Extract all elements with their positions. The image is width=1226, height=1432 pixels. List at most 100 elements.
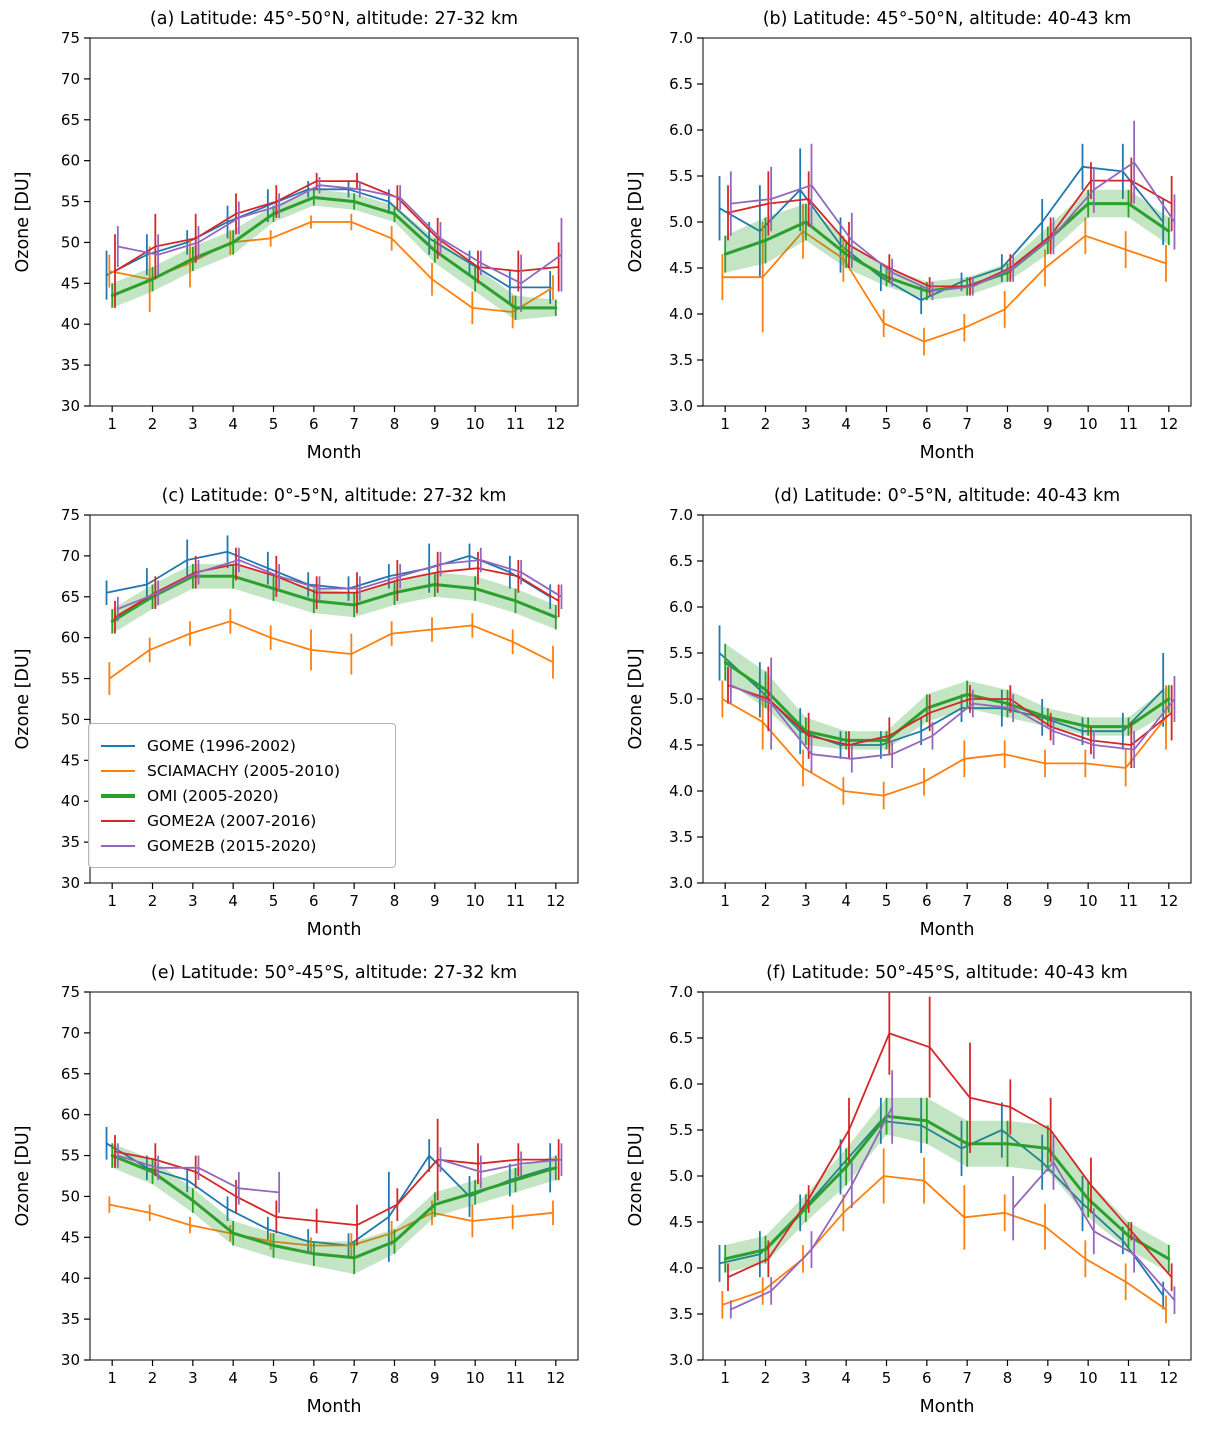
panel-title: (b) Latitude: 45°-50°N, altitude: 40-43 …: [763, 9, 1132, 29]
x-tick-label: 10: [1079, 415, 1098, 433]
series-line-omi: [723, 1114, 1171, 1261]
series-line-gome: [105, 188, 552, 289]
y-tick-label: 4.0: [669, 782, 693, 800]
series-line-sciamachy: [108, 221, 554, 313]
y-tick-label: 55: [61, 670, 80, 688]
x-tick-label: 10: [1079, 892, 1098, 910]
series-line-gome2b: [1012, 1161, 1176, 1302]
x-tick-label: 9: [430, 1369, 440, 1387]
panel-title: (f) Latitude: 50°-45°S, altitude: 40-43 …: [766, 963, 1128, 983]
x-tick-label: 6: [309, 892, 319, 910]
x-tick-label: 8: [390, 1369, 400, 1387]
y-tick-label: 4.5: [669, 259, 693, 277]
y-axis-label: Ozone [DU]: [13, 1125, 33, 1226]
y-axis-label: Ozone [DU]: [626, 171, 646, 272]
x-axis-label: Month: [307, 443, 362, 463]
x-tick-label: 7: [349, 415, 359, 433]
panel-d: 3.0 3.5 4.0 4.5 5.0 5.5 6.0 6.5 7.0 1 2 3 4 5 6 7 8 9 10 11…: [613, 477, 1226, 954]
y-tick-label: 5.5: [669, 1121, 693, 1139]
x-tick-label: 2: [761, 415, 771, 433]
y-tick-label: 35: [61, 833, 80, 851]
x-tick-label: 6: [922, 415, 932, 433]
x-tick-label: 10: [466, 892, 485, 910]
y-tick-label: 65: [61, 111, 80, 129]
panel-title: (a) Latitude: 45°-50°N, altitude: 27-32 …: [150, 9, 518, 29]
y-tick-label: 40: [61, 1269, 80, 1287]
series-line-gome2a: [114, 180, 560, 272]
y-tick-label: 6.5: [669, 1029, 693, 1047]
legend-item-gome: GOME (1996-2002): [101, 733, 383, 758]
y-tick-label: 55: [61, 193, 80, 211]
x-axis-label: Month: [920, 443, 975, 463]
y-tick-label: 70: [61, 70, 80, 88]
y-tick-label: 4.5: [669, 736, 693, 754]
x-tick-label: 12: [546, 892, 565, 910]
x-tick-label: 8: [390, 892, 400, 910]
series-line-gome2b: [729, 161, 1176, 292]
y-tick-label: 70: [61, 1024, 80, 1042]
y-axis-label: Ozone [DU]: [13, 171, 33, 272]
legend-line-swatch-gome: [101, 744, 135, 747]
y-tick-label: 4.0: [669, 305, 693, 323]
x-tick-label: 3: [188, 1369, 198, 1387]
y-tick-label: 5.5: [669, 167, 693, 185]
x-tick-label: 6: [309, 415, 319, 433]
x-tick-label: 6: [922, 1369, 932, 1387]
x-axis-label: Month: [920, 1397, 975, 1417]
x-tick-label: 12: [1159, 892, 1178, 910]
legend-label-sciamachy: SCIAMACHY (2005-2010): [147, 761, 340, 780]
series-line-gome2a: [727, 179, 1173, 288]
y-tick-label: 65: [61, 588, 80, 606]
y-tick-label: 3.0: [669, 874, 693, 892]
x-tick-label: 4: [841, 415, 851, 433]
series-line-gome2b: [439, 1158, 563, 1173]
panel-f-plot: 3.03.54.04.55.05.56.06.57.01 2 3 4 5 6 7 8 9 10 11…: [626, 963, 1192, 1417]
y-tick-label: 40: [61, 792, 80, 810]
legend-item-omi: OMI (2005-2020): [101, 783, 383, 808]
x-tick-label: 11: [506, 415, 525, 433]
y-tick-label: 60: [61, 1106, 80, 1124]
y-tick-label: 75: [61, 29, 80, 47]
x-tick-label: 5: [882, 1369, 892, 1387]
x-axis-label: Month: [920, 920, 975, 940]
y-tick-label: 50: [61, 710, 80, 728]
legend-label-gome2a: GOME2A (2007-2016): [147, 811, 317, 830]
x-tick-label: 6: [922, 892, 932, 910]
x-tick-label: 2: [148, 1369, 158, 1387]
uncertainty-band: [725, 643, 1169, 750]
panel-title: (d) Latitude: 0°-5°N, altitude: 40-43 km: [774, 486, 1120, 506]
x-tick-label: 7: [349, 892, 359, 910]
x-tick-label: 7: [349, 1369, 359, 1387]
panel-a: 30 35 40 45 50 55 60 65 70 75 1 2 3 4 5 6 7 8 9 10 11 12 (a) L…: [0, 0, 613, 477]
y-tick-label: 55: [61, 1147, 80, 1165]
x-axis-label: Month: [307, 1397, 362, 1417]
x-tick-label: 8: [1003, 1369, 1013, 1387]
x-tick-label: 4: [228, 892, 238, 910]
x-tick-label: 1: [107, 415, 117, 433]
y-tick-label: 4.5: [669, 1213, 693, 1231]
y-tick-label: 45: [61, 751, 80, 769]
y-tick-label: 3.5: [669, 828, 693, 846]
series-line-omi: [110, 574, 558, 623]
series-line-gome: [718, 165, 1165, 302]
legend-item-gome2a: GOME2A (2007-2016): [101, 808, 383, 833]
x-tick-label: 6: [309, 1369, 319, 1387]
series-line-gome2b: [116, 184, 563, 285]
series-line-gome: [105, 550, 552, 598]
x-tick-label: 9: [430, 892, 440, 910]
series-line-omi: [110, 196, 558, 310]
panel-b-plot: 3.03.54.04.55.05.56.06.57.01 2 3 4 5 6 7 8 9 10 11…: [626, 9, 1192, 463]
uncertainty-band: [725, 189, 1169, 301]
panel-d-plot: 3.03.54.04.55.05.56.06.57.01 2 3 4 5 6 7 8 9 10 11…: [626, 486, 1192, 940]
y-tick-label: 6.0: [669, 121, 693, 139]
x-tick-label: 2: [148, 892, 158, 910]
x-tick-label: 11: [1119, 1369, 1138, 1387]
x-tick-label: 1: [107, 892, 117, 910]
y-tick-label: 6.0: [669, 1075, 693, 1093]
legend-label-gome2b: GOME2B (2015-2020): [147, 836, 317, 855]
x-tick-label: 2: [761, 892, 771, 910]
y-tick-label: 7.0: [669, 29, 693, 47]
uncertainty-band: [112, 189, 556, 321]
